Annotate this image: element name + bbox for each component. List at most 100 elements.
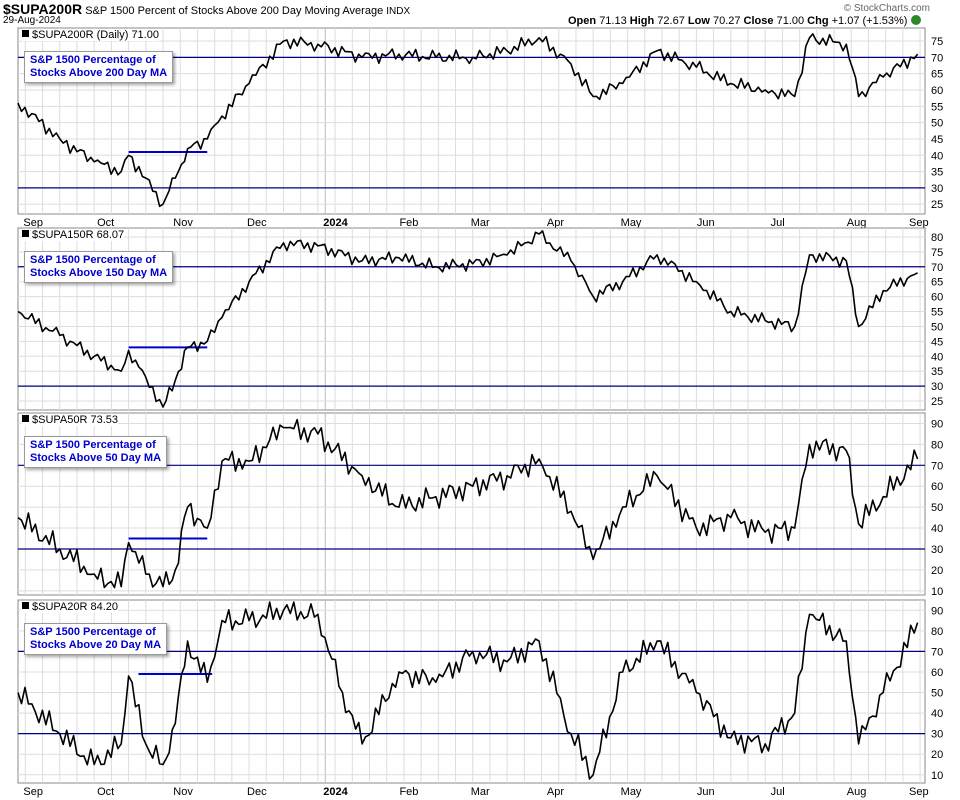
x-tick-label: Nov [173,786,193,798]
y-tick-label: 35 [931,366,943,378]
callout-box: S&P 1500 Percentage of Stocks Above 20 Da… [24,623,168,655]
y-tick-label: 45 [931,134,943,146]
y-tick-label: 30 [931,544,943,556]
symbol-description: S&P 1500 Percent of Stocks Above 200 Day… [85,5,384,17]
panel-label: $SUPA150R 68.07 [21,229,125,241]
y-tick-label: 70 [931,460,943,472]
x-tick-label: Aug [847,217,867,229]
credit-label: © StockCharts.com [843,3,930,14]
x-tick-label: Oct [97,786,114,798]
y-tick-label: 55 [931,101,943,113]
y-tick-label: 40 [931,150,943,162]
x-tick-label: Oct [97,217,114,229]
panel-label-icon [22,415,29,422]
panel-3: 10 20 30 40 50 60 70 80 90 [17,412,943,598]
y-tick-label: 30 [931,381,943,393]
y-tick-label: 50 [931,321,943,333]
ohlc-readout: Open 71.13 High 72.67 Low 70.27 Close 71… [568,15,921,27]
x-tick-label: Aug [847,786,867,798]
panel-label-icon [22,30,29,37]
panel-label: $SUPA20R 84.20 [21,601,119,613]
chg-value: +1.07 (+1.53%) [831,15,908,27]
x-tick-label: Dec [247,786,267,798]
y-tick-label: 90 [931,605,943,617]
y-tick-label: 90 [931,418,943,430]
y-tick-label: 55 [931,307,943,319]
panel-label-text: $SUPA50R 73.53 [32,414,119,426]
series-line [17,601,919,780]
chg-up-icon [910,15,921,25]
x-tick-label: May [621,217,642,229]
panel-label-icon [22,602,29,609]
x-tick-label: Jun [697,217,715,229]
y-tick-label: 25 [931,199,943,211]
high-value: 72.67 [657,15,685,27]
x-tick-label: Jul [771,786,785,798]
callout-line: Stocks Above 200 Day MA [30,67,168,79]
panel-label-text: $SUPA200R (Daily) 71.00 [32,29,159,41]
open-value: 71.13 [599,15,627,27]
y-tick-label: 60 [931,292,943,304]
x-tick-label: May [621,786,642,798]
x-tick-label: Feb [399,786,418,798]
callout-line: S&P 1500 Percentage of [30,254,156,266]
callout-line: S&P 1500 Percentage of [30,626,156,638]
chg-label: Chg [807,15,829,27]
open-label: Open [568,15,597,27]
series-line [17,418,919,589]
high-label: High [629,15,655,27]
y-tick-label: 60 [931,481,943,493]
y-tick-label: 50 [931,502,943,514]
y-tick-label: 45 [931,336,943,348]
y-tick-label: 70 [931,262,943,274]
panel-4: 10 20 30 40 50 60 70 80 90 Sep Oct Nov Dec 2024 Feb Mar… [17,599,943,798]
x-tick-label: Mar [471,786,490,798]
y-tick-label: 40 [931,351,943,363]
panel-label: $SUPA50R 73.53 [21,414,119,426]
y-tick-label: 70 [931,646,943,658]
y-tick-label: 80 [931,439,943,451]
y-tick-label: 60 [931,667,943,679]
x-tick-label: Sep [909,786,929,798]
series-line [17,230,918,408]
chart-header-left: $SUPA200R S&P 1500 Percent of Stocks Abo… [3,1,410,17]
callout-box: S&P 1500 Percentage of Stocks Above 200 D… [24,51,174,83]
panel-frame [17,412,926,596]
exchange-label: INDX [386,6,411,17]
x-tick-label: Apr [547,786,564,798]
x-tick-label: 2024 [323,786,348,798]
y-tick-label: 60 [931,85,943,97]
y-tick-label: 10 [931,586,943,598]
y-tick-label: 10 [931,770,943,782]
panel-label-text: $SUPA20R 84.20 [32,601,119,613]
callout-line: Stocks Above 50 Day MA [30,452,162,464]
y-tick-label: 80 [931,626,943,638]
x-tick-label: Dec [247,217,267,229]
panel-label-icon [22,230,29,237]
symbol-title: $SUPA200R [3,1,83,17]
y-tick-label: 40 [931,708,943,720]
y-tick-label: 75 [931,247,943,259]
y-tick-label: 75 [931,36,943,48]
y-tick-label: 20 [931,749,943,761]
low-value: 70.27 [712,15,741,27]
x-tick-label: Nov [173,217,193,229]
callout-box: S&P 1500 Percentage of Stocks Above 50 Da… [24,436,168,468]
y-tick-label: 30 [931,183,943,195]
x-tick-label: 2024 [323,217,348,229]
y-tick-label: 70 [931,52,943,64]
panel-label: $SUPA200R (Daily) 71.00 [21,29,159,41]
low-label: Low [687,15,710,27]
y-tick-label: 80 [931,232,943,244]
y-tick-label: 25 [931,396,943,408]
x-tick-label: Mar [471,217,490,229]
y-tick-label: 65 [931,69,943,81]
callout-line: Stocks Above 150 Day MA [30,267,168,279]
x-tick-label: Jul [771,217,785,229]
callout-line: S&P 1500 Percentage of [30,54,156,66]
panel-label-text: $SUPA150R 68.07 [32,229,125,241]
y-tick-label: 20 [931,565,943,577]
callout-line: S&P 1500 Percentage of [30,439,156,451]
